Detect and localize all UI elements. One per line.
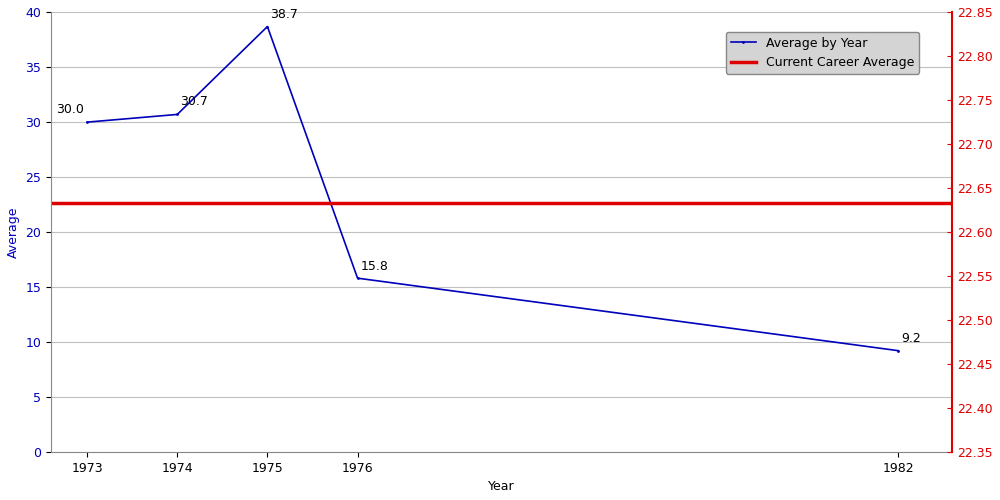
Text: 38.7: 38.7	[270, 8, 298, 21]
Average by Year	[261, 24, 273, 30]
Text: 30.7: 30.7	[180, 95, 208, 108]
Legend: Average by Year, Current Career Average: Average by Year, Current Career Average	[726, 32, 919, 74]
X-axis label: Year: Year	[488, 480, 515, 493]
Y-axis label: Average: Average	[7, 206, 20, 258]
Average by Year	[892, 348, 904, 354]
Average by Year	[171, 112, 183, 117]
Average by Year	[81, 119, 93, 125]
Average by Year	[352, 275, 364, 281]
Text: 9.2: 9.2	[901, 332, 921, 345]
Text: 15.8: 15.8	[360, 260, 388, 272]
Line: Average by Year: Average by Year	[86, 25, 900, 352]
Text: 30.0: 30.0	[57, 102, 84, 116]
